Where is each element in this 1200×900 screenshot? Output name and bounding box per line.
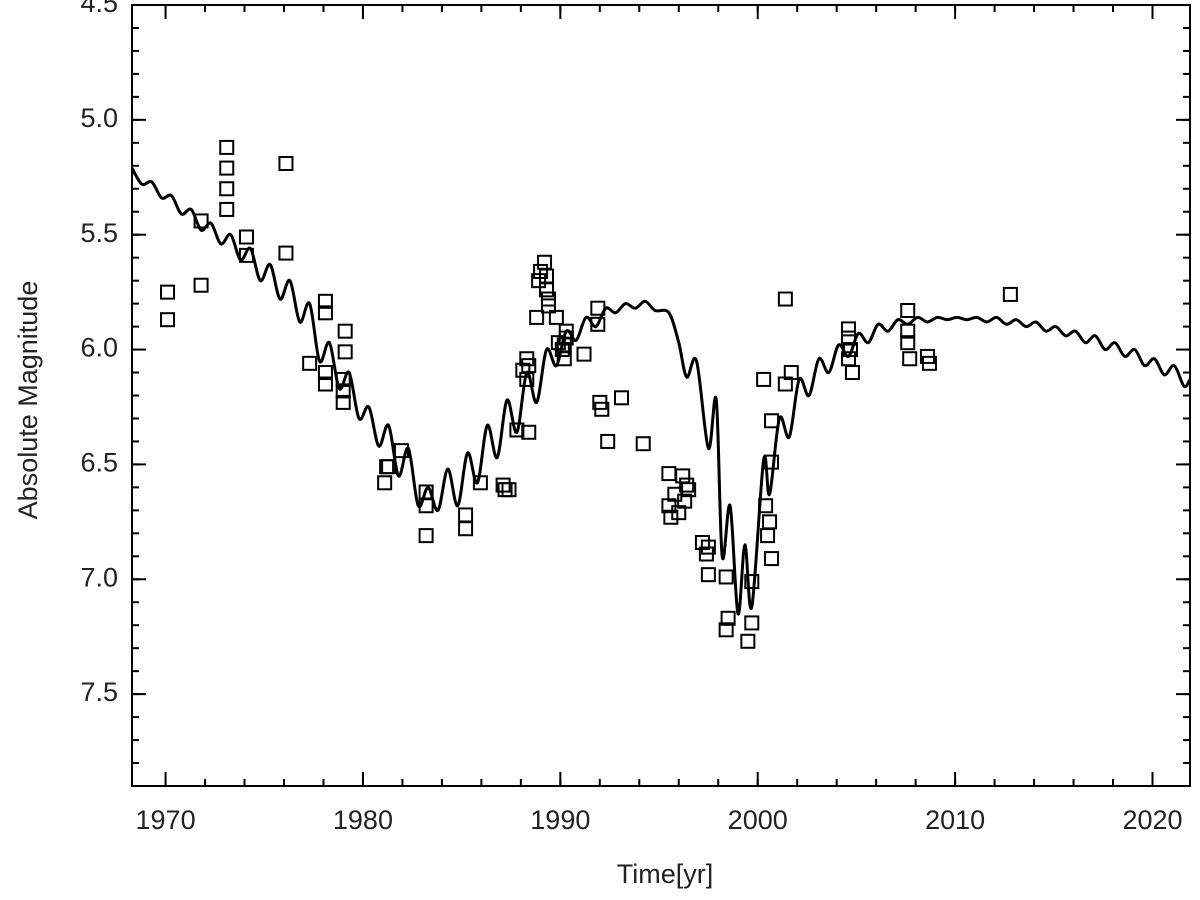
plot-frame	[131, 4, 1191, 787]
data-point	[418, 528, 434, 544]
data-point	[635, 436, 651, 452]
data-point	[337, 323, 353, 339]
data-point	[900, 335, 916, 351]
data-point	[677, 493, 693, 509]
data-point	[193, 277, 209, 293]
data-point	[783, 365, 799, 381]
data-point	[539, 282, 555, 298]
data-point	[548, 309, 564, 325]
data-point	[720, 610, 736, 626]
model-curve	[130, 167, 1192, 616]
x-tick-label: 1980	[333, 805, 393, 835]
data-point	[278, 155, 294, 171]
x-tick-label: 1970	[136, 805, 196, 835]
data-point	[679, 477, 695, 493]
data-point	[337, 344, 353, 360]
data-point	[377, 475, 393, 491]
data-point	[762, 514, 778, 530]
data-point	[317, 305, 333, 321]
y-tick-label: 6.5	[80, 448, 118, 478]
data-point	[509, 422, 525, 438]
data-point	[902, 351, 918, 367]
data-point	[1002, 286, 1018, 302]
data-point	[501, 482, 517, 498]
data-point	[219, 139, 235, 155]
y-tick-label: 5.5	[80, 218, 118, 248]
data-point	[614, 390, 630, 406]
data-point	[700, 539, 716, 555]
data-point	[317, 365, 333, 381]
data-point	[537, 254, 553, 270]
y-tick-label: 7.5	[80, 677, 118, 707]
data-point	[764, 413, 780, 429]
data-point	[193, 213, 209, 229]
data-point	[700, 567, 716, 583]
x-tick-label: 1990	[530, 805, 590, 835]
data-point	[600, 433, 616, 449]
y-tick-label: 6.0	[80, 333, 118, 363]
y-axis-label: Absolute Magnitude	[13, 281, 43, 520]
x-tick-label: 2020	[1122, 805, 1182, 835]
x-axis-label: Time[yr]	[617, 859, 714, 889]
y-tick-label: 4.5	[80, 0, 118, 18]
data-point	[458, 507, 474, 523]
data-point	[756, 371, 772, 387]
data-point	[900, 303, 916, 319]
data-point	[740, 633, 756, 649]
x-tick-label: 2000	[728, 805, 788, 835]
data-point	[844, 365, 860, 381]
data-point	[458, 521, 474, 537]
data-point	[335, 394, 351, 410]
data-point	[594, 401, 610, 417]
data-point	[760, 528, 776, 544]
data-point	[529, 309, 545, 325]
data-point	[841, 321, 857, 337]
y-tick-label: 7.0	[80, 562, 118, 592]
data-point	[661, 466, 677, 482]
data-point	[718, 569, 734, 585]
data-point	[521, 424, 537, 440]
data-point	[238, 229, 254, 245]
data-point	[744, 615, 760, 631]
data-point	[777, 291, 793, 307]
data-point	[160, 312, 176, 328]
data-point	[681, 482, 697, 498]
data-point	[531, 273, 547, 289]
x-tick-label: 2010	[925, 805, 985, 835]
data-point	[540, 298, 556, 314]
data-point	[160, 284, 176, 300]
data-point	[302, 355, 318, 371]
data-point	[278, 245, 294, 261]
data-point	[663, 509, 679, 525]
data-point	[744, 574, 760, 590]
data-point	[317, 293, 333, 309]
data-point	[219, 201, 235, 217]
data-point	[317, 376, 333, 392]
data-point	[718, 622, 734, 638]
data-point	[675, 468, 691, 484]
data-point	[921, 355, 937, 371]
y-tick-label: 5.0	[80, 103, 118, 133]
data-point	[576, 346, 592, 362]
data-point	[219, 181, 235, 197]
data-point	[764, 551, 780, 567]
data-point	[219, 160, 235, 176]
